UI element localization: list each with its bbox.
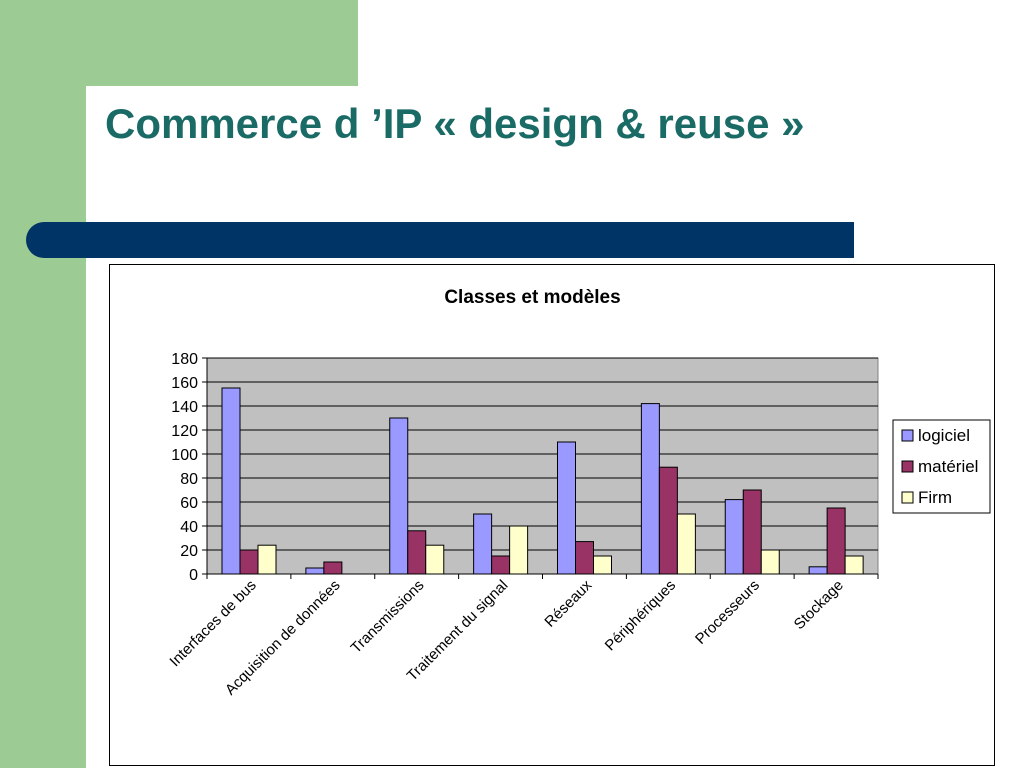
x-tick-label: Périphériques — [602, 577, 679, 654]
bar-logiciel — [557, 441, 576, 575]
bar-firm — [760, 549, 780, 575]
chart-frame: Classes et modèles 0 20 40 60 80 100 120 140 160 1… — [109, 264, 995, 766]
y-tick-label: 120 — [171, 423, 198, 440]
slide-title: Commerce d ’IP « design & reuse » — [105, 100, 805, 147]
left-accent-band — [0, 0, 86, 768]
y-tick-label: 20 — [180, 543, 198, 560]
bar-matriel — [826, 507, 846, 575]
bar-logiciel — [473, 513, 493, 575]
legend-swatch — [901, 460, 914, 473]
legend-swatch — [901, 429, 914, 442]
bar-firm — [257, 544, 277, 575]
bar-logiciel — [221, 387, 241, 575]
bar-matriel — [239, 549, 259, 575]
y-tick-label: 80 — [180, 471, 198, 488]
y-tick-label: 60 — [180, 495, 198, 512]
x-tick-label: Réseaux — [541, 576, 595, 630]
bar-firm — [509, 525, 529, 575]
x-tick-label: Stockage — [791, 577, 847, 633]
legend-label: Firm — [918, 488, 952, 507]
bar-matriel — [407, 530, 427, 575]
title-underline-bar — [26, 222, 854, 258]
legend-swatch — [901, 491, 914, 504]
y-tick-label: 100 — [171, 447, 198, 464]
bar-matriel — [491, 555, 511, 575]
bar-matriel — [658, 466, 678, 575]
y-tick-label: 180 — [171, 351, 198, 368]
legend-label: logiciel — [918, 426, 970, 445]
bar-firm — [676, 513, 696, 575]
bar-logiciel — [808, 566, 828, 575]
bar-firm — [425, 544, 445, 575]
y-tick-label: 0 — [189, 567, 198, 584]
chart-title: Classes et modèles — [444, 287, 620, 308]
x-tick-label: Processeurs — [692, 577, 763, 648]
x-tick-label: Transmissions — [348, 577, 428, 657]
legend-label: matériel — [918, 457, 978, 476]
plot-area — [206, 357, 879, 575]
bar-firm — [593, 555, 612, 575]
bar-firm — [844, 555, 864, 575]
bar-chart: Classes et modèles 0 20 40 60 80 100 120 140 160 1… — [166, 287, 991, 699]
bar-logiciel — [305, 567, 325, 575]
y-tick-label: 160 — [171, 375, 198, 392]
y-tick-label: 140 — [171, 399, 198, 416]
bar-matriel — [742, 489, 762, 575]
bar-matriel — [323, 561, 343, 575]
bar-matriel — [575, 541, 594, 575]
bar-logiciel — [640, 403, 660, 575]
bar-logiciel — [724, 499, 744, 575]
y-tick-label: 40 — [180, 519, 198, 536]
bar-logiciel — [389, 417, 409, 575]
x-tick-label: Interfaces de bus — [166, 577, 259, 670]
top-accent-band — [0, 0, 358, 86]
